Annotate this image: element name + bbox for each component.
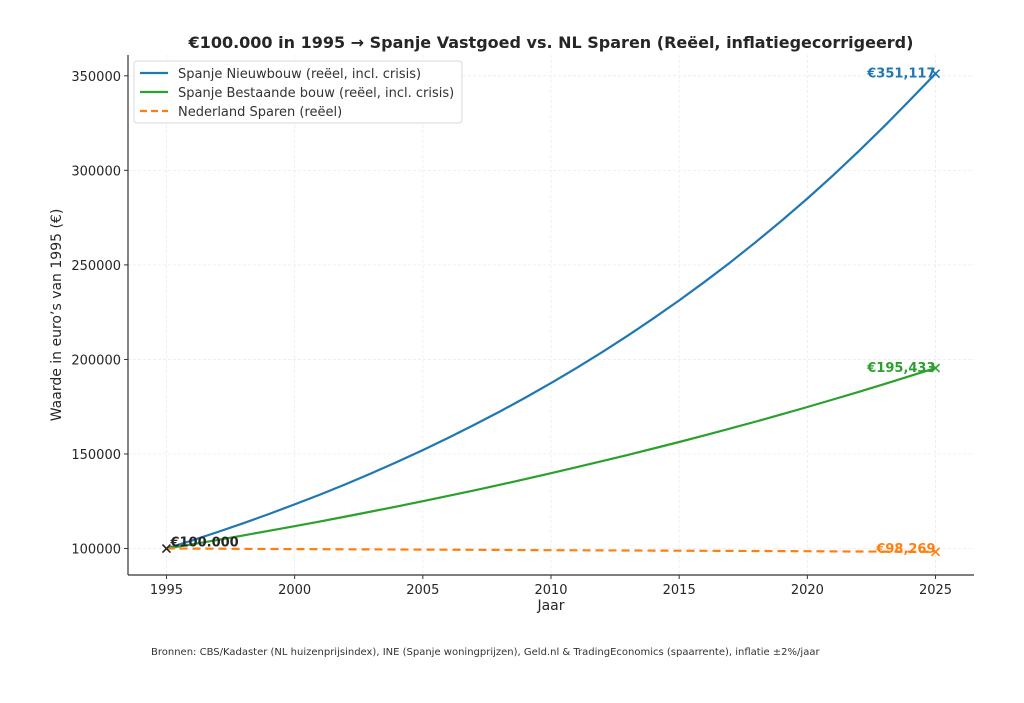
y-tick-label: 250000 bbox=[71, 259, 121, 274]
series-line-0 bbox=[166, 72, 937, 550]
x-tick-label: 1995 bbox=[150, 583, 183, 598]
start-marker bbox=[161, 543, 172, 554]
x-tick-label: 2010 bbox=[534, 583, 567, 598]
legend-label-2: Nederland Sparen (reëel) bbox=[178, 105, 342, 120]
legend-label-1: Spanje Bestaande bouw (reëel, incl. cris… bbox=[178, 86, 454, 101]
y-tick-label: 150000 bbox=[71, 448, 121, 463]
y-axis-label: Waarde in euro’s van 1995 (€) bbox=[49, 209, 65, 422]
y-tick-label: 200000 bbox=[71, 353, 121, 368]
annotation-label: €351,117 bbox=[866, 67, 935, 82]
annotations: €100.000 €351,117 €195,433 €98,269 bbox=[169, 67, 935, 557]
annotation-label: €195,433 bbox=[866, 361, 935, 376]
x-ticks: 1995 2000 2005 2010 2015 2020 2025 bbox=[150, 575, 952, 598]
y-tick-label: 350000 bbox=[71, 70, 121, 85]
end-marker-0 bbox=[930, 69, 941, 79]
y-tick-label: 100000 bbox=[71, 543, 121, 558]
x-tick-label: 2025 bbox=[919, 583, 952, 598]
series-lines bbox=[166, 72, 937, 553]
y-ticks: 100000 150000 200000 250000 300000 350000 bbox=[71, 70, 128, 558]
end-markers bbox=[161, 69, 941, 557]
chart-title: €100.000 in 1995 → Spanje Vastgoed vs. N… bbox=[188, 33, 914, 52]
legend-label-0: Spanje Nieuwbouw (reëel, incl. crisis) bbox=[178, 67, 421, 82]
series-line-2 bbox=[166, 547, 936, 553]
x-tick-label: 2005 bbox=[406, 583, 439, 598]
legend: Spanje Nieuwbouw (reëel, incl. crisis) Sp… bbox=[133, 60, 463, 124]
series-line-1 bbox=[166, 367, 936, 550]
x-tick-label: 2015 bbox=[663, 583, 696, 598]
annotation-label: €98,269 bbox=[875, 542, 935, 557]
end-marker-1 bbox=[930, 363, 941, 373]
annotation-label: €100.000 bbox=[169, 536, 238, 551]
x-tick-label: 2000 bbox=[278, 583, 311, 598]
x-axis-label: Jaar bbox=[536, 598, 564, 614]
end-marker-2 bbox=[930, 547, 941, 557]
sources-footnote: Bronnen: CBS/Kadaster (NL huizenprijsind… bbox=[151, 647, 820, 658]
y-tick-label: 300000 bbox=[71, 164, 121, 179]
x-tick-label: 2020 bbox=[791, 583, 824, 598]
legend-box bbox=[133, 60, 463, 124]
